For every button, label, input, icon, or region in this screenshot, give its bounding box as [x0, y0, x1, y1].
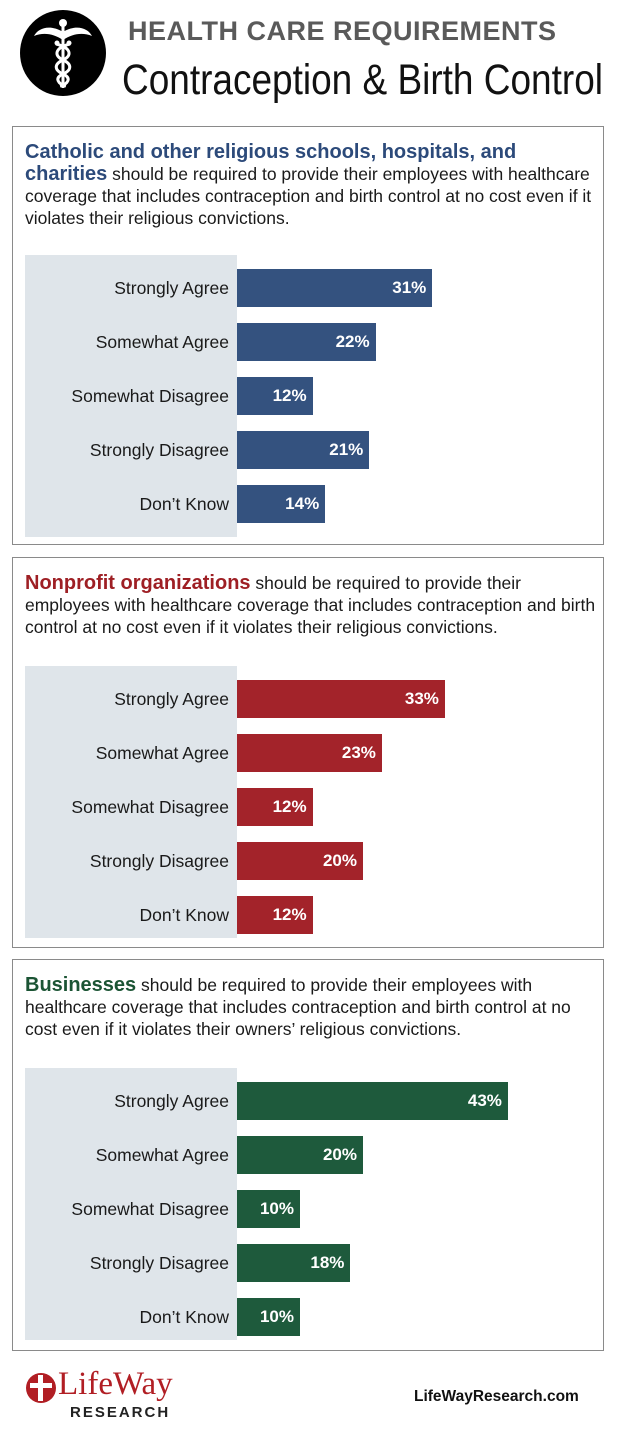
label-band: [25, 666, 237, 938]
bar: 10%: [237, 1190, 300, 1228]
label-band: [25, 255, 237, 537]
category-label: Strongly Agree: [114, 1091, 229, 1111]
bar-row: Don’t Know 14%: [25, 485, 597, 523]
data-label: 21%: [329, 440, 364, 459]
category-label: Strongly Agree: [114, 689, 229, 709]
chart-statement: Catholic and other religious schools, ho…: [25, 141, 597, 229]
bar-chart: Strongly Agree 43% Somewhat Agree 20% Somewh…: [25, 1068, 597, 1340]
bar-row: Somewhat Agree 20%: [25, 1136, 597, 1174]
bar: 14%: [237, 485, 326, 523]
bar: 12%: [237, 896, 313, 934]
category-label: Somewhat Disagree: [71, 386, 229, 406]
data-label: 12%: [272, 905, 307, 924]
statement-text: should be required to provide their empl…: [25, 573, 596, 637]
page-title: Contraception & Birth Control: [122, 56, 603, 104]
data-label: 31%: [392, 278, 427, 297]
data-label: 20%: [322, 1145, 357, 1164]
bar-row: Somewhat Disagree 12%: [25, 788, 597, 826]
category-label: Somewhat Agree: [95, 743, 229, 763]
data-label: 20%: [322, 851, 357, 870]
footer-research: RESEARCH: [70, 1404, 171, 1421]
data-label: 33%: [404, 689, 439, 708]
statement-lead: Catholic and other religious schools, ho…: [25, 141, 517, 185]
category-label: Strongly Disagree: [89, 851, 229, 871]
bar-chart: Strongly Agree 33% Somewhat Agree 23% Somewh…: [25, 666, 597, 938]
category-label: Don’t Know: [139, 1307, 230, 1327]
bar-row: Strongly Disagree 18%: [25, 1244, 597, 1282]
bar-row: Strongly Agree 43%: [25, 1082, 597, 1120]
statement-text: should be required to provide their empl…: [25, 975, 571, 1039]
bar: 10%: [237, 1298, 300, 1336]
bar: 18%: [237, 1244, 351, 1282]
bar-row: Somewhat Disagree 12%: [25, 377, 597, 415]
category-label: Somewhat Agree: [95, 1145, 229, 1165]
bar: 21%: [237, 431, 370, 469]
bar: 20%: [237, 1136, 363, 1174]
bar: 33%: [237, 680, 445, 718]
header: HEALTH CARE REQUIREMENTS Contraception &…: [0, 0, 620, 118]
bar: 43%: [237, 1082, 508, 1120]
data-label: 10%: [259, 1307, 294, 1326]
bar-chart: Strongly Agree 31% Somewhat Agree 22% Somewh…: [25, 255, 597, 537]
bar-row: Don’t Know 10%: [25, 1298, 597, 1336]
data-label: 12%: [272, 797, 307, 816]
bar: 23%: [237, 734, 382, 772]
bar: 31%: [237, 269, 433, 307]
chart-panel: Businesses should be required to provide…: [12, 959, 604, 1351]
data-label: 18%: [310, 1253, 345, 1272]
statement-lead: Businesses: [25, 974, 137, 996]
statement-lead: Nonprofit organizations: [25, 572, 251, 594]
category-label: Somewhat Disagree: [71, 1199, 229, 1219]
category-label: Strongly Disagree: [89, 440, 229, 460]
data-label: 14%: [285, 494, 320, 513]
bar: 22%: [237, 323, 376, 361]
chart-panel: Nonprofit organizations should be requir…: [12, 557, 604, 948]
bar-row: Strongly Agree 31%: [25, 269, 597, 307]
bar: 12%: [237, 788, 313, 826]
bar-row: Strongly Disagree 20%: [25, 842, 597, 880]
category-label: Somewhat Agree: [95, 332, 229, 352]
data-label: 12%: [272, 386, 307, 405]
category-label: Don’t Know: [139, 494, 230, 514]
bar-row: Don’t Know 12%: [25, 896, 597, 934]
chart-panel: Catholic and other religious schools, ho…: [12, 126, 604, 545]
category-label: Somewhat Disagree: [71, 797, 229, 817]
data-label: 10%: [259, 1199, 294, 1218]
bar: 12%: [237, 377, 313, 415]
statement-text: should be required to provide their empl…: [25, 164, 592, 228]
bar-row: Somewhat Agree 22%: [25, 323, 597, 361]
bar: 20%: [237, 842, 363, 880]
category-label: Don’t Know: [139, 905, 230, 925]
bar-row: Somewhat Agree 23%: [25, 734, 597, 772]
bar-row: Strongly Disagree 21%: [25, 431, 597, 469]
bar-row: Somewhat Disagree 10%: [25, 1190, 597, 1228]
data-label: 22%: [335, 332, 370, 351]
header-kicker: HEALTH CARE REQUIREMENTS: [128, 16, 557, 46]
bar-row: Strongly Agree 33%: [25, 680, 597, 718]
footer-brand: LifeWay: [58, 1366, 173, 1402]
data-label: 43%: [467, 1091, 502, 1110]
label-band: [25, 1068, 237, 1340]
caduceus-icon: [20, 10, 106, 96]
data-label: 23%: [341, 743, 376, 762]
category-label: Strongly Agree: [114, 278, 229, 298]
chart-statement: Businesses should be required to provide…: [25, 974, 597, 1040]
footer-url[interactable]: LifeWayResearch.com: [414, 1388, 579, 1405]
category-label: Strongly Disagree: [89, 1253, 229, 1273]
lifeway-cross-icon: [26, 1373, 56, 1403]
chart-statement: Nonprofit organizations should be requir…: [25, 572, 597, 638]
